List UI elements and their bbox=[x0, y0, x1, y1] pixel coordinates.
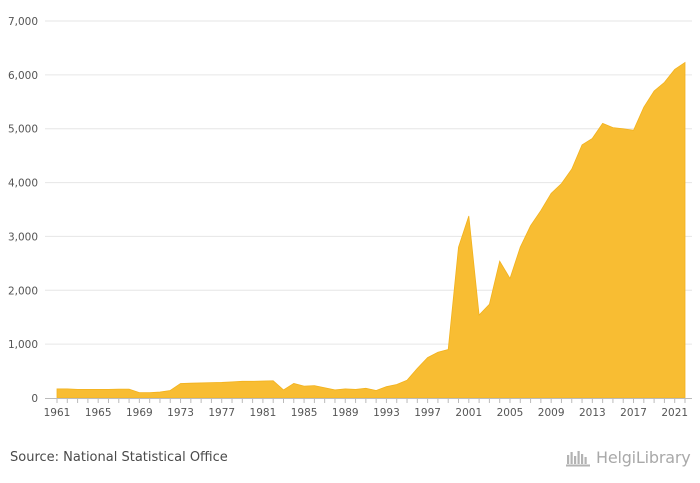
x-tick-label: 2005 bbox=[497, 407, 524, 419]
x-tick-label: 2001 bbox=[455, 407, 482, 419]
x-tick-label: 1977 bbox=[208, 407, 235, 419]
library-books-icon bbox=[566, 451, 590, 467]
x-tick-label: 2021 bbox=[661, 407, 688, 419]
x-tick-label: 1969 bbox=[126, 407, 153, 419]
y-tick-label: 4,000 bbox=[8, 178, 38, 190]
x-tick-label: 1989 bbox=[332, 407, 359, 419]
y-tick-label: 0 bbox=[31, 393, 38, 405]
y-axis-ticks: 0 1,000 2,000 3,000 4,000 5,000 6,000 7,000 bbox=[8, 16, 38, 405]
area-chart: 0 1,000 2,000 3,000 4,000 5,000 6,000 7,000 196… bbox=[8, 16, 692, 419]
x-tick-label: 1993 bbox=[373, 407, 400, 419]
y-tick-label: 5,000 bbox=[8, 124, 38, 136]
x-tick-label: 1961 bbox=[44, 407, 71, 419]
x-tick-label: 1973 bbox=[167, 407, 194, 419]
y-tick-label: 1,000 bbox=[8, 339, 38, 351]
y-tick-label: 6,000 bbox=[8, 70, 38, 82]
y-tick-label: 2,000 bbox=[8, 285, 38, 297]
y-tick-label: 3,000 bbox=[8, 231, 38, 243]
x-tick-label: 2013 bbox=[579, 407, 606, 419]
logo-text: HelgiLibrary bbox=[596, 448, 691, 467]
x-axis-ticks: 1961 1965 1969 1973 1977 1981 1985 1989 1993 1997… bbox=[44, 399, 688, 419]
x-tick-label: 2017 bbox=[620, 407, 647, 419]
x-tick-label: 1997 bbox=[414, 407, 441, 419]
x-tick-label: 1985 bbox=[291, 407, 318, 419]
helgilibrary-logo: HelgiLibrary bbox=[566, 448, 691, 467]
y-tick-label: 7,000 bbox=[8, 16, 38, 28]
x-tick-label: 1981 bbox=[250, 407, 277, 419]
x-tick-label: 1965 bbox=[85, 407, 112, 419]
gridlines bbox=[45, 20, 692, 345]
source-note: Source: National Statistical Office bbox=[10, 450, 228, 465]
data-area bbox=[56, 61, 686, 399]
x-tick-label: 2009 bbox=[538, 407, 565, 419]
